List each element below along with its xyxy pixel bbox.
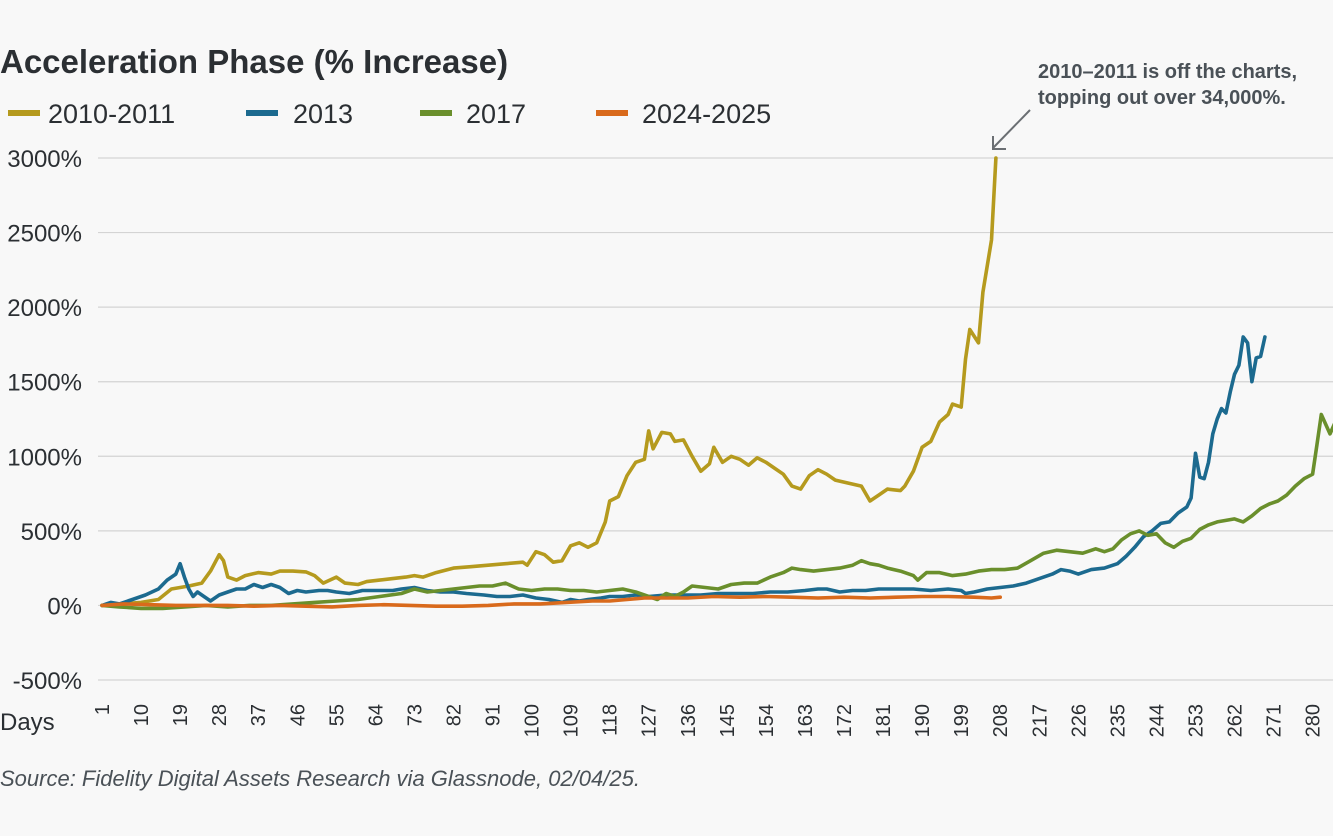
x-tick-label: 46 xyxy=(287,704,309,726)
x-tick-label: 136 xyxy=(678,704,700,737)
y-axis-ticks: -500% 0% 500% 1000% 1500% 2000% 2500% 3000% xyxy=(7,146,82,695)
legend-label-2024-2025: 2024-2025 xyxy=(642,99,771,129)
x-tick-label: 253 xyxy=(1185,704,1207,737)
y-tick-label: 2000% xyxy=(7,295,82,322)
legend: 2010-2011 2013 2017 2024-2025 xyxy=(8,99,771,129)
annotation-arrow-shaft xyxy=(992,109,1031,149)
y-tick-label: -500% xyxy=(13,668,82,695)
annotation-line-2: topping out over 34,000%. xyxy=(1038,87,1286,109)
x-tick-label: 28 xyxy=(209,704,231,726)
x-tick-label: 1 xyxy=(92,704,114,715)
x-tick-label: 109 xyxy=(561,704,583,737)
y-tick-label: 500% xyxy=(21,519,82,546)
legend-label-2017: 2017 xyxy=(466,99,526,129)
x-tick-label: 235 xyxy=(1107,704,1129,737)
x-tick-label: 172 xyxy=(834,704,856,737)
x-tick-label: 226 xyxy=(1068,704,1090,737)
x-axis-ticks: 1 10 19 28 37 46 55 64 73 82 91 100 109 118 127 136 145 1… xyxy=(92,704,1325,737)
legend-item-2017[interactable]: 2017 xyxy=(420,99,526,129)
x-tick-label: 199 xyxy=(951,704,973,737)
x-tick-label: 208 xyxy=(990,704,1012,737)
series-lines xyxy=(100,156,1333,611)
legend-label-2010-2011: 2010-2011 xyxy=(48,99,175,129)
x-tick-label: 91 xyxy=(483,704,505,726)
legend-label-2013: 2013 xyxy=(293,99,353,129)
series-line-2010-2011 xyxy=(100,156,998,608)
x-tick-label: 154 xyxy=(756,704,778,737)
x-tick-label: 118 xyxy=(600,704,622,736)
annotation: 2010–2011 is off the charts, topping out… xyxy=(992,61,1297,150)
chart-title: Acceleration Phase (% Increase) xyxy=(0,43,508,80)
x-axis-label: Days xyxy=(0,709,55,736)
x-tick-label: 37 xyxy=(248,704,270,726)
source-note: Source: Fidelity Digital Assets Research… xyxy=(0,766,640,791)
x-tick-label: 244 xyxy=(1146,704,1168,737)
series-line-2024-2025 xyxy=(100,594,1002,609)
x-tick-label: 19 xyxy=(170,704,192,726)
x-tick-label: 145 xyxy=(717,704,739,737)
x-tick-label: 181 xyxy=(873,704,895,737)
y-tick-label: 1000% xyxy=(7,444,82,471)
series-line-2017 xyxy=(100,412,1333,611)
y-tick-label: 0% xyxy=(47,593,82,620)
y-tick-label: 2500% xyxy=(7,221,82,248)
legend-item-2024-2025[interactable]: 2024-2025 xyxy=(596,99,771,129)
x-tick-label: 271 xyxy=(1264,704,1286,737)
x-tick-label: 82 xyxy=(443,704,465,726)
gridlines xyxy=(98,157,1333,681)
legend-item-2013[interactable]: 2013 xyxy=(246,99,353,129)
x-tick-label: 55 xyxy=(326,704,348,726)
y-tick-label: 3000% xyxy=(7,146,82,173)
x-tick-label: 163 xyxy=(795,704,817,737)
annotation-line-1: 2010–2011 is off the charts, xyxy=(1038,61,1297,83)
x-tick-label: 280 xyxy=(1303,704,1325,737)
x-tick-label: 73 xyxy=(404,704,426,726)
series-line-2013 xyxy=(100,335,1267,608)
legend-item-2010-2011[interactable]: 2010-2011 xyxy=(8,99,175,129)
x-tick-label: 100 xyxy=(522,704,544,737)
annotation-arrow-head xyxy=(992,136,1006,150)
x-tick-label: 10 xyxy=(131,704,153,726)
x-tick-label: 190 xyxy=(912,704,934,737)
x-tick-label: 64 xyxy=(365,704,387,726)
y-tick-label: 1500% xyxy=(7,370,82,397)
x-tick-label: 217 xyxy=(1029,704,1051,737)
x-tick-label: 127 xyxy=(639,704,661,737)
x-tick-label: 262 xyxy=(1225,704,1247,737)
